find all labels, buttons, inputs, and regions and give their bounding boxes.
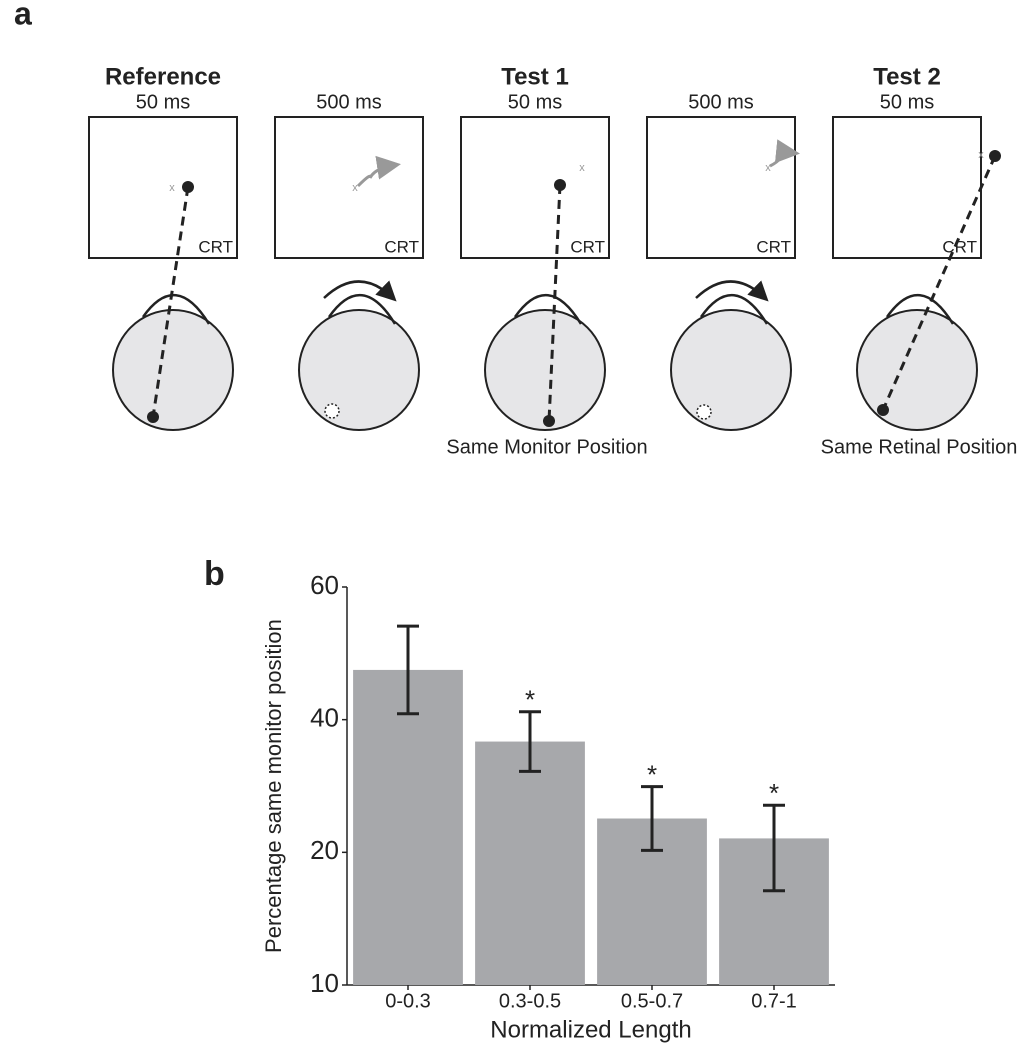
significance-mark: * xyxy=(769,778,779,808)
panel-label: a xyxy=(14,0,32,31)
fixation-cross: x xyxy=(579,162,585,174)
cornea xyxy=(513,293,583,325)
y-tick-label: 40 xyxy=(310,703,339,733)
monitor-frame xyxy=(88,116,238,259)
eye xyxy=(112,309,234,431)
cornea xyxy=(327,293,397,325)
rotation-arrow xyxy=(323,280,397,302)
stimulus xyxy=(182,181,194,193)
eye-move-arrow xyxy=(769,139,800,168)
caption: Same Retinal Position xyxy=(821,436,1018,458)
eye xyxy=(298,309,420,431)
fixation-cross: x xyxy=(978,149,984,161)
retina-old xyxy=(324,403,340,419)
frame-duration: 500 ms xyxy=(316,91,382,113)
x-tick-label: 0.5-0.7 xyxy=(621,990,683,1012)
frame-duration: 50 ms xyxy=(880,91,934,113)
y-tick-label: 20 xyxy=(310,835,339,865)
retina-point xyxy=(147,411,159,423)
x-axis-title: Normalized Length xyxy=(490,1016,691,1043)
frame-duration: 50 ms xyxy=(136,91,190,113)
caption: Same Monitor Position xyxy=(446,436,647,458)
frame-duration: 50 ms xyxy=(508,91,562,113)
fixation-cross: x xyxy=(352,182,358,194)
significance-mark: * xyxy=(525,685,535,715)
monitor-frame xyxy=(274,116,424,259)
x-tick-label: 0.3-0.5 xyxy=(499,990,561,1012)
monitor-label: CRT xyxy=(198,237,233,256)
monitor-label: CRT xyxy=(756,237,791,256)
bar xyxy=(475,741,585,985)
gaze-line xyxy=(881,155,997,411)
retina-point xyxy=(877,404,889,416)
rotation-arrow xyxy=(695,280,769,302)
frame-title: Test 2 xyxy=(873,63,941,90)
cornea xyxy=(699,293,769,325)
stimulus xyxy=(554,179,566,191)
fixation-cross: x xyxy=(169,182,175,194)
cornea xyxy=(141,293,211,325)
eye xyxy=(670,309,792,431)
monitor-frame xyxy=(832,116,982,259)
panel-label: b xyxy=(204,555,225,593)
y-tick-label: 60 xyxy=(310,570,339,600)
x-tick-label: 0.7-1 xyxy=(751,990,797,1012)
frame-duration: 500 ms xyxy=(688,91,754,113)
eye xyxy=(856,309,978,431)
monitor-frame xyxy=(460,116,610,259)
monitor-frame xyxy=(646,116,796,259)
retina-old xyxy=(696,404,712,420)
eye xyxy=(484,309,606,431)
y-axis-title: Percentage same monitor position xyxy=(261,619,286,953)
gaze-line xyxy=(547,184,562,422)
frame-title: Test 1 xyxy=(501,63,569,90)
fixation-cross: x xyxy=(765,162,771,174)
x-tick-label: 0-0.3 xyxy=(385,990,431,1012)
gaze-line xyxy=(151,186,190,418)
significance-mark: * xyxy=(647,760,657,790)
bar xyxy=(353,669,463,985)
y-tick-label: 10 xyxy=(310,968,339,998)
retina-point xyxy=(543,415,555,427)
monitor-label: CRT xyxy=(570,237,605,256)
eye-move-arrow xyxy=(356,155,401,188)
stimulus xyxy=(989,150,1001,162)
cornea xyxy=(885,293,955,325)
frame-title: Reference xyxy=(105,63,221,90)
monitor-label: CRT xyxy=(384,237,419,256)
monitor-label: CRT xyxy=(942,237,977,256)
